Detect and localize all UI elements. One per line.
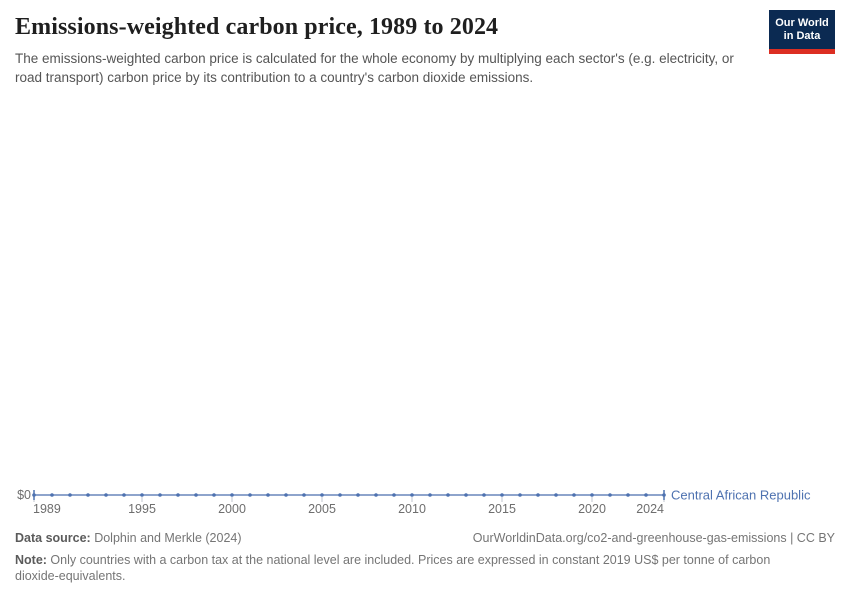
data-point[interactable] bbox=[590, 493, 594, 497]
data-point[interactable] bbox=[392, 493, 396, 497]
chart-note: Note: Only countries with a carbon tax a… bbox=[15, 552, 810, 584]
x-axis-tick-label: 2000 bbox=[218, 502, 246, 516]
entity-label[interactable]: Central African Republic bbox=[671, 488, 811, 503]
data-point[interactable] bbox=[104, 493, 108, 497]
data-point[interactable] bbox=[662, 493, 666, 497]
owid-logo-line2: in Data bbox=[783, 30, 821, 42]
data-point[interactable] bbox=[50, 493, 54, 497]
data-point[interactable] bbox=[554, 493, 558, 497]
data-point[interactable] bbox=[158, 493, 162, 497]
data-source: Data source: Dolphin and Merkle (2024) bbox=[15, 531, 242, 545]
x-axis-tick-label: 1995 bbox=[128, 502, 156, 516]
data-point[interactable] bbox=[302, 493, 306, 497]
data-point[interactable] bbox=[374, 493, 378, 497]
data-source-label: Data source: bbox=[15, 531, 91, 545]
data-point[interactable] bbox=[626, 493, 630, 497]
data-point[interactable] bbox=[32, 493, 36, 497]
data-source-value: Dolphin and Merkle (2024) bbox=[90, 531, 242, 545]
data-point[interactable] bbox=[500, 493, 504, 497]
data-point[interactable] bbox=[248, 493, 252, 497]
data-point[interactable] bbox=[428, 493, 432, 497]
x-axis-tick-label: 1989 bbox=[33, 502, 61, 516]
data-point[interactable] bbox=[140, 493, 144, 497]
data-point[interactable] bbox=[536, 493, 540, 497]
chart-footer: Data source: Dolphin and Merkle (2024) O… bbox=[15, 531, 835, 584]
data-point[interactable] bbox=[68, 493, 72, 497]
data-point[interactable] bbox=[176, 493, 180, 497]
data-point[interactable] bbox=[194, 493, 198, 497]
x-axis-tick-label: 2005 bbox=[308, 502, 336, 516]
data-point[interactable] bbox=[410, 493, 414, 497]
data-point[interactable] bbox=[122, 493, 126, 497]
line-chart[interactable]: 1989 1995 2000 2005 2010 2015 2020 2024 $0 Centra… bbox=[0, 100, 850, 520]
owid-logo[interactable]: Our World in Data bbox=[769, 10, 835, 54]
data-point[interactable] bbox=[266, 493, 270, 497]
note-label: Note: bbox=[15, 553, 47, 567]
data-point[interactable] bbox=[464, 493, 468, 497]
x-axis-tick-label: 2020 bbox=[578, 502, 606, 516]
x-axis-tick-label: 2010 bbox=[398, 502, 426, 516]
y-axis-tick-label: $0 bbox=[17, 488, 31, 502]
chart-header: Emissions-weighted carbon price, 1989 to… bbox=[15, 14, 755, 87]
note-value: Only countries with a carbon tax at the … bbox=[15, 553, 771, 583]
data-point[interactable] bbox=[230, 493, 234, 497]
data-point[interactable] bbox=[320, 493, 324, 497]
data-point[interactable] bbox=[284, 493, 288, 497]
data-point[interactable] bbox=[518, 493, 522, 497]
data-point[interactable] bbox=[572, 493, 576, 497]
data-point[interactable] bbox=[644, 493, 648, 497]
data-point[interactable] bbox=[482, 493, 486, 497]
data-point[interactable] bbox=[356, 493, 360, 497]
data-point[interactable] bbox=[608, 493, 612, 497]
owid-logo-line1: Our World bbox=[775, 17, 829, 29]
x-axis-tick-label: 2015 bbox=[488, 502, 516, 516]
x-axis-tick-label: 2024 bbox=[636, 502, 664, 516]
data-point[interactable] bbox=[338, 493, 342, 497]
chart-subtitle: The emissions-weighted carbon price is c… bbox=[15, 51, 734, 85]
attribution: OurWorldinData.org/co2-and-greenhouse-ga… bbox=[472, 531, 835, 545]
data-point[interactable] bbox=[212, 493, 216, 497]
data-point[interactable] bbox=[446, 493, 450, 497]
chart-title: Emissions-weighted carbon price, 1989 to… bbox=[15, 14, 499, 40]
data-point[interactable] bbox=[86, 493, 90, 497]
